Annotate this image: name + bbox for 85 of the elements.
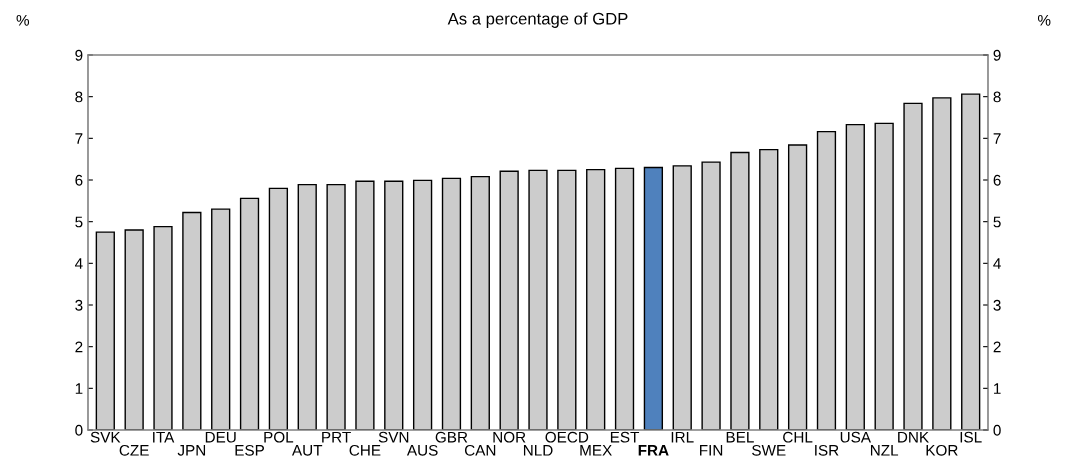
x-tick-label: PRT <box>322 431 351 443</box>
bar <box>95 231 115 430</box>
x-tick-label: CAN <box>464 444 496 456</box>
x-tick-label: CHE <box>349 444 381 456</box>
x-tick-label: CHL <box>783 431 813 443</box>
y-axis-title: % <box>16 14 30 26</box>
x-tick-label: ESP <box>235 444 265 456</box>
y2-tick-label: 1 <box>994 383 1001 394</box>
bar <box>845 123 865 430</box>
x-tick-label: CZE <box>119 444 149 456</box>
bar <box>672 165 692 430</box>
y-tick-label: 3 <box>75 299 83 311</box>
x-tick-label: DEU <box>205 431 236 443</box>
bar <box>614 167 635 430</box>
y-tick-label: 9 <box>75 49 83 61</box>
bar <box>211 208 231 430</box>
bar <box>153 225 173 430</box>
y-tick-label: 1 <box>75 383 83 394</box>
x-tick-label: ISL <box>960 431 982 443</box>
bar <box>961 93 981 430</box>
x-tick-label: KOR <box>926 444 958 456</box>
x-tick-label: JPN <box>177 445 206 456</box>
bar <box>412 179 433 430</box>
y2-tick-label: 8 <box>993 91 1001 103</box>
bar <box>297 183 317 430</box>
x-tick-label: POL <box>264 431 294 443</box>
x-tick-label: NOR <box>493 431 526 443</box>
bar <box>701 161 721 430</box>
x-tick-label: ITA <box>153 431 175 443</box>
y-tick-label: 7 <box>75 133 83 144</box>
y2-tick-label: 3 <box>993 299 1001 311</box>
bar <box>355 180 375 430</box>
bar <box>932 97 952 430</box>
y2-tick-label: 0 <box>993 424 1001 436</box>
x-tick-label: SVN <box>378 431 409 443</box>
bar <box>586 168 606 430</box>
y2-tick-label: 5 <box>993 216 1001 228</box>
x-tick-label: GBR <box>435 431 468 443</box>
x-tick-label: NZL <box>870 445 899 456</box>
bar <box>759 148 779 430</box>
x-tick-label: IRL <box>671 431 694 443</box>
bar <box>124 229 144 430</box>
y-tick-label: 6 <box>75 174 83 186</box>
bar <box>470 175 490 430</box>
x-tick-label: AUS <box>406 444 438 456</box>
x-tick-label: SVK <box>90 431 121 443</box>
bar <box>787 144 808 430</box>
bar <box>268 187 289 430</box>
bar <box>239 197 260 430</box>
x-tick-label: FIN <box>700 445 723 456</box>
y2-tick-label: 2 <box>993 341 1001 353</box>
bar <box>384 180 404 430</box>
y-tick-label: 0 <box>75 424 83 436</box>
chart-title: As a percentage of GDP <box>447 12 628 28</box>
x-tick-label: MEX <box>580 445 612 456</box>
y2-tick-label: 7 <box>993 133 1001 144</box>
y2-tick-label: 9 <box>993 49 1001 61</box>
bar <box>528 169 548 430</box>
x-tick-label: ISR <box>815 444 839 456</box>
x-tick-label: USA <box>840 431 871 443</box>
bar <box>182 211 202 430</box>
y-tick-label: 5 <box>75 216 83 228</box>
bar <box>499 170 519 430</box>
y2-axis-title: % <box>1037 14 1051 26</box>
y2-tick-label: 6 <box>993 174 1001 186</box>
bar <box>730 151 750 430</box>
bar <box>643 166 664 430</box>
bar <box>816 130 837 430</box>
y-tick-label: 2 <box>75 341 83 353</box>
y2-tick-label: 4 <box>993 258 1001 269</box>
bar <box>903 102 923 430</box>
bar <box>441 177 462 430</box>
x-tick-label: OECD <box>545 431 589 443</box>
x-tick-label: DNK <box>898 431 929 443</box>
bar <box>326 183 346 430</box>
y-tick-label: 8 <box>75 91 83 103</box>
x-tick-label: FRA <box>638 445 669 456</box>
x-tick-label: NLD <box>523 445 553 456</box>
y-tick-label: 4 <box>74 258 83 269</box>
x-tick-label: AUT <box>291 445 323 456</box>
x-tick-label: EST <box>610 431 640 443</box>
x-tick-label: BEL <box>726 431 754 443</box>
bar <box>557 169 577 430</box>
bar <box>874 122 894 430</box>
x-tick-label: SWE <box>752 444 786 456</box>
